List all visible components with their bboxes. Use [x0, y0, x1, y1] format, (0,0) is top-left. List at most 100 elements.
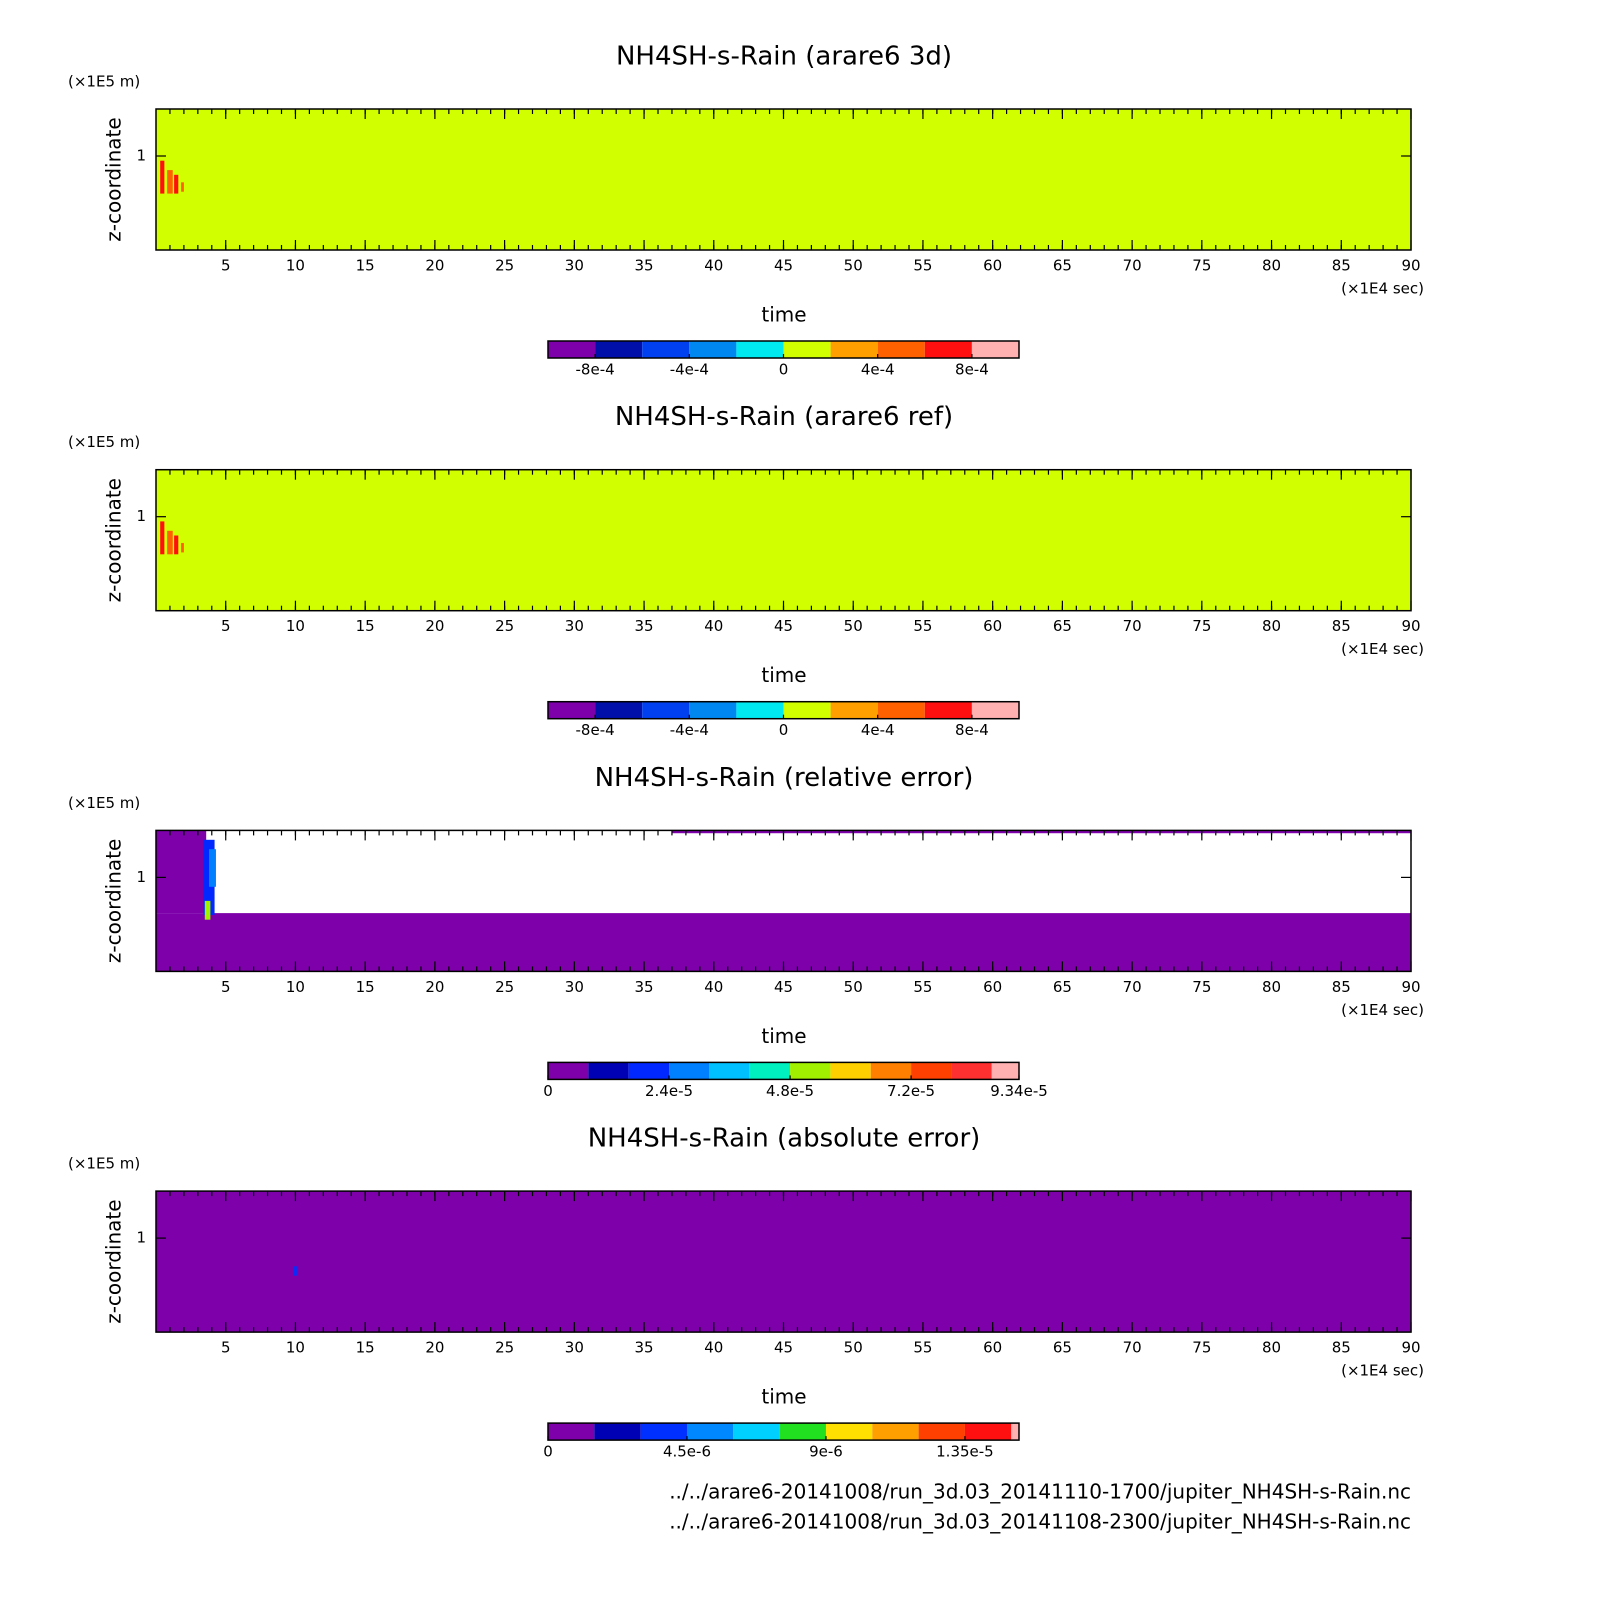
footer-line: ../../arare6-20141008/run_3d.03_20141110…: [669, 1480, 1411, 1504]
x-tick-label: 5: [221, 617, 231, 635]
x-tick-label: 70: [1123, 617, 1142, 635]
colorbar-frame: [547, 1061, 1020, 1081]
colorbar-segment: [548, 1062, 589, 1080]
heat-cell: [156, 469, 1411, 611]
x-tick-label: 15: [356, 257, 375, 275]
heat-cell: [160, 521, 165, 555]
x-tick-label: 65: [1053, 257, 1072, 275]
colorbar-segment: [924, 341, 972, 358]
chart-title: NH4SH-s-Rain (absolute error): [588, 1124, 981, 1154]
x-tick-label: 60: [983, 1339, 1002, 1357]
x-axis-label: time: [761, 663, 806, 687]
x-tick-label: 50: [844, 978, 863, 996]
chart-title: NH4SH-s-Rain (arare6 ref): [615, 402, 953, 432]
x-tick-label: 35: [635, 617, 654, 635]
x-tick-label: 5: [221, 978, 231, 996]
x-tick-label: 20: [425, 257, 444, 275]
x-tick-label: 90: [1401, 1339, 1420, 1357]
x-tick-label: 40: [704, 617, 723, 635]
x-tick-label: 45: [774, 257, 793, 275]
colorbar-tick-label: 0: [543, 1082, 553, 1100]
colorbar-segment: [964, 1423, 1012, 1441]
colorbar-segment: [588, 1062, 629, 1080]
y-unit: (×1E5 m): [68, 73, 140, 91]
x-tick-label: 60: [983, 257, 1002, 275]
colorbar-segment: [594, 1423, 641, 1441]
colorbar-segment: [628, 1062, 670, 1080]
x-tick-label: 45: [774, 1339, 793, 1357]
colorbar-segment: [830, 341, 878, 358]
y-unit: (×1E5 m): [68, 794, 140, 812]
colorbar-segment: [830, 701, 878, 719]
x-tick-label: 30: [565, 617, 584, 635]
x-unit: (×1E4 sec): [1341, 1001, 1424, 1019]
x-tick-label: 70: [1123, 257, 1142, 275]
colorbar-tick-label: -4e-4: [670, 361, 709, 379]
heat-cell: [174, 174, 179, 194]
chart-title: NH4SH-s-Rain (relative error): [595, 763, 974, 793]
x-tick-label: 35: [635, 978, 654, 996]
y-axis-label: z-coordinate: [102, 839, 126, 963]
colorbar-segment: [918, 1423, 965, 1441]
x-tick-label: 75: [1192, 617, 1211, 635]
colorbar-segment: [911, 1062, 952, 1080]
colorbar-tick-label: 4.5e-6: [663, 1443, 711, 1461]
y-unit: (×1E5 m): [68, 1155, 140, 1173]
x-tick-label: 55: [913, 1339, 932, 1357]
x-tick-label: 85: [1332, 1339, 1351, 1357]
x-tick-label: 90: [1401, 978, 1420, 996]
x-tick-label: 40: [704, 1339, 723, 1357]
colorbar-frame: [547, 1422, 1020, 1441]
heat-cell: [671, 830, 1411, 834]
colorbar-segment: [877, 701, 925, 719]
colorbar-segment: [825, 1423, 873, 1441]
colorbar-segment: [749, 1062, 791, 1080]
colorbar-tick-label: 4.8e-5: [766, 1082, 814, 1100]
x-tick-label: 55: [913, 617, 932, 635]
x-tick-label: 35: [635, 1339, 654, 1357]
x-tick-label: 50: [844, 1339, 863, 1357]
colorbar-segment: [877, 341, 925, 358]
colorbar-segment: [548, 341, 596, 358]
x-axis-label: time: [761, 1385, 806, 1409]
heat-cell: [156, 1191, 1411, 1333]
x-tick-label: 10: [286, 978, 305, 996]
colorbar-segment: [830, 1062, 871, 1080]
heat-cell: [156, 830, 207, 914]
colorbar-segment: [642, 701, 690, 719]
x-tick-label: 15: [356, 617, 375, 635]
y-tick-label: 1: [136, 868, 146, 886]
colorbar-segment: [736, 701, 784, 719]
x-tick-label: 65: [1053, 1339, 1072, 1357]
colorbar-segment: [686, 1423, 734, 1441]
colorbar-segment: [548, 1423, 595, 1441]
y-tick-label: 1: [136, 147, 146, 165]
heat-cell: [167, 530, 173, 555]
colorbar-tick-label: -4e-4: [670, 721, 709, 739]
colorbar-segment: [595, 341, 643, 358]
colorbar-tick-label: 4e-4: [861, 721, 895, 739]
x-tick-label: 50: [844, 617, 863, 635]
x-tick-label: 45: [774, 617, 793, 635]
x-tick-label: 45: [774, 978, 793, 996]
x-axis-label: time: [761, 1024, 806, 1048]
colorbar-segment: [872, 1423, 919, 1441]
x-tick-label: 80: [1262, 257, 1281, 275]
heat-cell: [294, 1266, 297, 1276]
x-tick-label: 55: [913, 978, 932, 996]
colorbar-tick-label: 1.35e-5: [936, 1443, 994, 1461]
x-tick-label: 5: [221, 1339, 231, 1357]
x-tick-label: 10: [286, 257, 305, 275]
colorbar-segment: [790, 1062, 831, 1080]
x-tick-label: 5: [221, 257, 231, 275]
x-tick-label: 65: [1053, 978, 1072, 996]
x-tick-label: 30: [565, 978, 584, 996]
heat-cell: [167, 170, 173, 194]
x-tick-label: 85: [1332, 257, 1351, 275]
colorbar-segment: [548, 701, 596, 719]
colorbar-segment: [689, 341, 737, 358]
colorbar-segment: [991, 1062, 1019, 1080]
x-tick-label: 60: [983, 617, 1002, 635]
y-axis-label: z-coordinate: [102, 478, 126, 602]
